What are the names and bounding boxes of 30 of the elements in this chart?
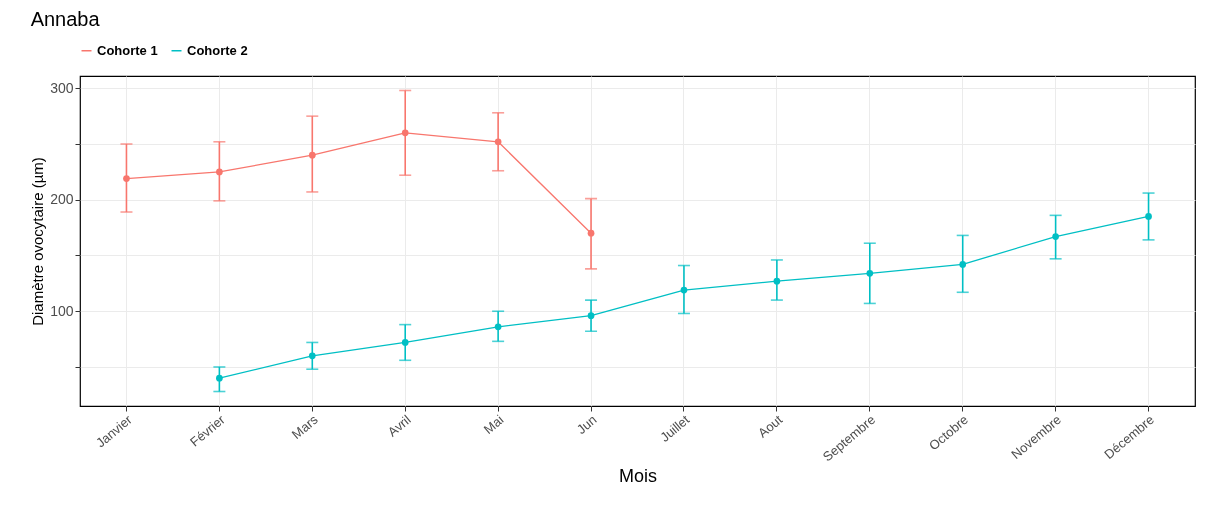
point (494, 323, 502, 331)
point (308, 151, 316, 159)
point (308, 352, 316, 360)
y-axis-title: Diamètre ovocytaire (µm) (29, 157, 47, 326)
x-tick-label: Avril (384, 411, 414, 440)
point (1052, 233, 1059, 240)
point (773, 277, 781, 285)
point (401, 129, 409, 137)
point (401, 339, 409, 346)
legend-label: Cohorte 2 (187, 42, 248, 58)
chart-title: Annaba (30, 8, 101, 30)
x-tick-label: Aout (755, 411, 786, 441)
legend-label: Cohorte 1 (97, 42, 158, 58)
point (494, 138, 502, 146)
x-tick-label: Mars (288, 411, 322, 443)
point (866, 269, 874, 277)
point (587, 312, 595, 320)
point (587, 229, 595, 237)
y-tick-label: 200 (50, 191, 74, 208)
point (216, 168, 223, 176)
x-axis-title: Mois (618, 466, 658, 487)
point (216, 374, 223, 382)
y-tick-label: 300 (50, 79, 74, 96)
point (1145, 213, 1152, 220)
x-tick-label: Jun (573, 411, 600, 437)
y-tick-label: 100 (50, 302, 74, 319)
point (680, 286, 688, 294)
point (959, 261, 967, 268)
x-tick-label: Mai (480, 411, 507, 437)
point (123, 175, 130, 182)
